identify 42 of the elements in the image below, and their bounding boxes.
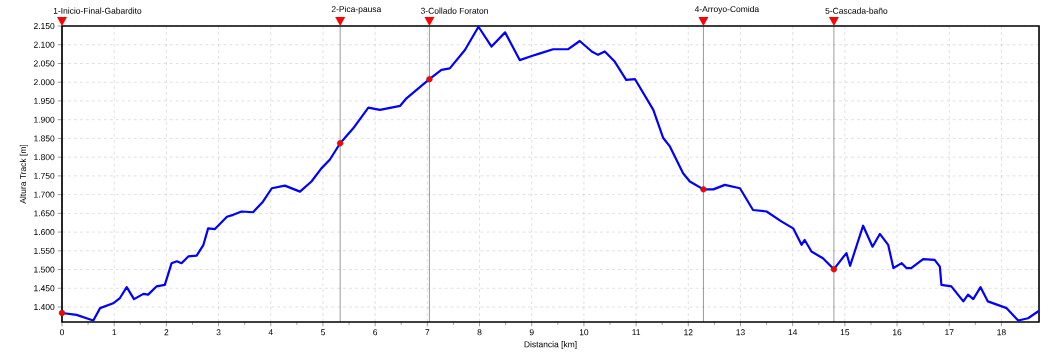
- x-tick-label: 9: [529, 329, 534, 336]
- ref-line-label: 4-Arroyo-Comida: [694, 5, 760, 14]
- x-tick-label: 14: [788, 329, 798, 336]
- x-tick-label: 1: [112, 329, 117, 336]
- ref-line-label: 5-Cascada-baño: [825, 7, 888, 14]
- y-tick-label: 2.100: [33, 41, 55, 48]
- x-tick-label: 10: [579, 329, 589, 336]
- x-tick-label: 3: [216, 329, 221, 336]
- y-tick-label: 1.700: [34, 191, 55, 198]
- x-tick-label: 12: [684, 329, 693, 336]
- x-tick-label: 17: [945, 329, 954, 336]
- y-tick-label: 1.650: [34, 210, 55, 217]
- x-tick-label: 18: [997, 329, 1006, 336]
- y-tick-label: 1.550: [34, 247, 55, 254]
- y-tick-label: 1.500: [34, 266, 55, 273]
- x-tick-label: 5: [320, 329, 325, 336]
- y-tick-label: 1.600: [34, 229, 55, 236]
- x-tick-label: 6: [373, 329, 378, 336]
- y-tick-label: 1.900: [34, 116, 55, 123]
- x-tick-label: 7: [425, 329, 430, 336]
- x-tick-label: 16: [892, 329, 902, 336]
- x-tick-label: 2: [164, 329, 169, 336]
- y-axis-title: Altura Track [m]: [19, 144, 28, 204]
- y-tick-label: 1.450: [34, 285, 55, 292]
- y-tick-label: 1.800: [34, 154, 55, 161]
- y-tick-label: 1.850: [34, 135, 55, 142]
- x-tick-label: 0: [59, 329, 65, 336]
- x-tick-label: 8: [477, 329, 482, 336]
- x-tick-label: 15: [840, 329, 850, 336]
- x-axis-title: Distancia [km]: [524, 341, 577, 349]
- x-tick-label: 11: [632, 329, 641, 336]
- y-tick-label: 1.400: [34, 304, 55, 311]
- ref-line-label: 1-Inicio-Final-Gabardito: [53, 7, 142, 14]
- ref-line-label: 2-Pica-pausa: [331, 5, 382, 14]
- x-tick-label: 13: [736, 329, 745, 336]
- x-tick-label: 4: [268, 329, 273, 336]
- ref-line-label: 3-Collado Foraton: [420, 7, 488, 14]
- y-tick-label: 1.750: [34, 172, 55, 179]
- y-tick-label: 2.000: [33, 79, 55, 86]
- y-tick-label: 2.050: [33, 60, 55, 67]
- y-tick-label: 1.950: [34, 97, 55, 104]
- y-tick-label: 2.150: [33, 23, 55, 29]
